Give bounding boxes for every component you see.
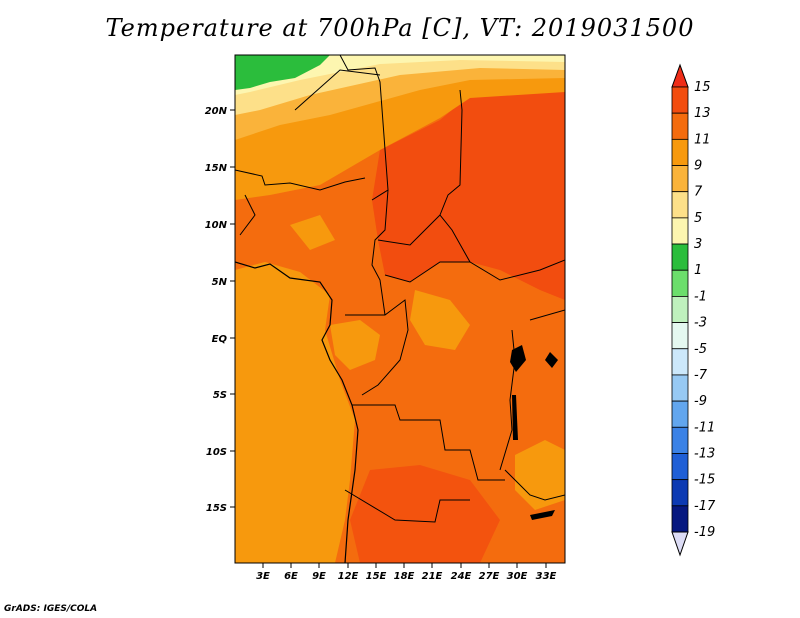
colorbar-box — [671, 426, 689, 454]
lat-label: 10N — [205, 220, 228, 231]
border-chad-car — [377, 214, 441, 246]
colorbar-label: -19 — [694, 525, 715, 540]
lakes — [510, 345, 558, 520]
colorbar-label: -1 — [694, 289, 707, 304]
colorbar-bottom-arrow — [671, 531, 689, 557]
field-west-9 — [235, 262, 355, 563]
map-title: Temperature at 700hPa [C], VT: 201903150… — [105, 14, 695, 42]
country-borders — [235, 55, 565, 563]
colorbar-box — [671, 505, 689, 533]
colorbar-top-arrow — [671, 63, 689, 88]
lon-label: 3E — [256, 571, 270, 582]
colorbar-box — [671, 165, 689, 193]
lon-label: 27E — [479, 571, 500, 582]
border-nigeria-cameroon — [371, 189, 389, 316]
colorbar-label: -11 — [694, 420, 715, 435]
colorbar-box — [671, 191, 689, 219]
lat-labels: 20N 15N 10N 5N EQ 5S 10S 15S — [205, 106, 228, 514]
border-congo — [345, 299, 409, 396]
border-zambia — [504, 469, 565, 501]
lon-labels: 3E 6E 9E 12E 15E 18E 21E 24E 27E 30E 33E — [256, 571, 556, 582]
colorbar-label: -17 — [694, 499, 716, 514]
colorbar-box — [671, 479, 689, 507]
grads-credit: GrADS: IGES/COLA — [4, 604, 98, 614]
field-patch-9c — [290, 215, 335, 250]
colorbar-label: -3 — [694, 316, 707, 331]
colorbar-label: -13 — [694, 446, 715, 461]
colorbar-label: 15 — [694, 80, 711, 95]
colorbar-label: 13 — [694, 106, 711, 121]
lon-label: 24E — [451, 571, 472, 582]
colorbar-boxes — [671, 86, 689, 533]
border-uganda-kenya — [529, 309, 565, 321]
lake-kariba — [530, 510, 555, 520]
lat-label: 10S — [206, 447, 227, 458]
colorbar-label: 3 — [694, 237, 702, 252]
field-north-1 — [235, 55, 330, 90]
lon-label: 15E — [366, 571, 387, 582]
colorbar-label: 1 — [694, 263, 702, 278]
border-sahel — [235, 169, 366, 191]
lat-label: 5N — [212, 277, 228, 288]
border-algeria-niger — [294, 69, 381, 111]
colorbar-box — [671, 322, 689, 350]
colorbar-label: 7 — [694, 185, 703, 200]
colorbar-box — [671, 138, 689, 166]
colorbar-box — [671, 112, 689, 140]
border-west-coast — [239, 194, 256, 236]
lon-label: 12E — [338, 571, 359, 582]
colorbar-label: -5 — [694, 342, 707, 357]
colorbar-box — [671, 296, 689, 323]
lon-label: 9E — [312, 571, 326, 582]
colorbar-box — [671, 374, 689, 402]
lon-label: 21E — [422, 571, 443, 582]
colorbar-box — [671, 269, 689, 297]
lon-label: 6E — [284, 571, 298, 582]
lat-ticks — [230, 109, 235, 508]
border-angola-drc — [352, 404, 505, 481]
border-car-drc — [384, 259, 565, 283]
lon-label: 18E — [394, 571, 415, 582]
field-patch-9b — [410, 290, 470, 350]
lake-tanganyika — [512, 395, 518, 440]
coastline-atlantic — [235, 261, 359, 563]
lat-label: 20N — [205, 106, 228, 117]
lat-label: 15S — [206, 503, 227, 514]
lon-label: 33E — [536, 571, 557, 582]
field-south-13 — [350, 465, 500, 563]
lat-label: 5S — [213, 390, 227, 401]
map-frame — [234, 54, 566, 564]
colorbar-label: 5 — [694, 211, 702, 226]
border-namibia — [344, 489, 470, 523]
lon-label: 30E — [507, 571, 528, 582]
lon-ticks — [262, 563, 547, 568]
colorbar-box — [671, 243, 689, 271]
lat-label: 15N — [205, 163, 228, 174]
temperature-field — [235, 55, 565, 563]
colorbar-box — [671, 217, 689, 245]
lake-kenya — [545, 352, 558, 368]
colorbar-label: -9 — [694, 394, 707, 409]
colorbar-label: -7 — [694, 368, 708, 383]
field-core-13 — [372, 90, 565, 300]
colorbar-label: -15 — [694, 473, 715, 488]
colorbar-box — [671, 400, 689, 428]
colorbar-label: 11 — [694, 132, 711, 147]
colorbar-box — [671, 86, 689, 114]
colorbar-box — [671, 348, 689, 376]
colorbar-box — [671, 453, 689, 481]
lake-victoria-west — [510, 345, 526, 372]
border-chad-sudan — [439, 89, 471, 263]
lat-label: EQ — [212, 334, 228, 345]
colorbar-labels: 15 13 11 9 7 5 3 1 -1 -3 -5 -7 -9 -11 -13 -15 -17 -19 — [694, 80, 716, 540]
colorbar-label: 9 — [694, 159, 702, 174]
colorbar: 15 13 11 9 7 5 3 1 -1 -3 -5 -7 -9 -11 -13 -15 -17 -19 — [671, 63, 716, 557]
field-patch-9a — [330, 320, 380, 370]
